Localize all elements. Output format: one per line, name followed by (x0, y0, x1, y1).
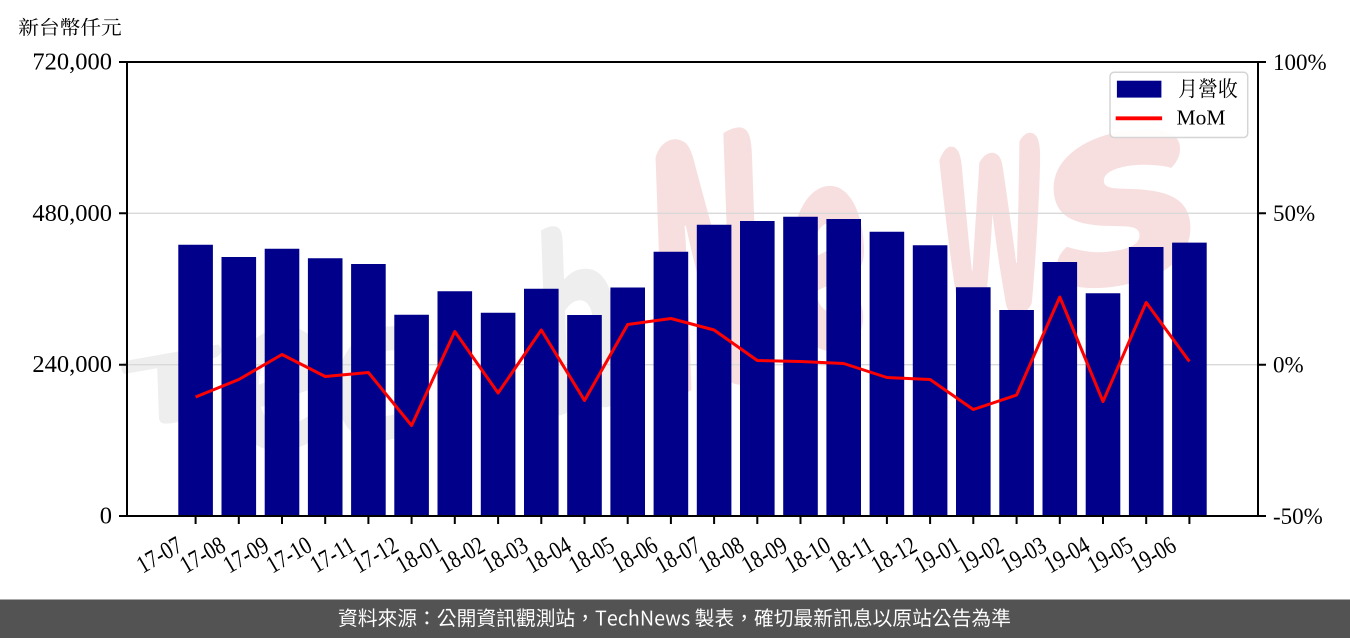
svg-text:0%: 0% (1273, 353, 1304, 378)
svg-text:480,000: 480,000 (32, 200, 112, 227)
svg-text:MoM: MoM (1177, 105, 1226, 129)
svg-text:720,000: 720,000 (32, 49, 112, 76)
svg-text:240,000: 240,000 (32, 351, 112, 378)
svg-text:100%: 100% (1273, 50, 1327, 75)
svg-text:0: 0 (100, 503, 112, 530)
svg-text:-50%: -50% (1273, 504, 1323, 529)
svg-text:50%: 50% (1273, 201, 1315, 226)
